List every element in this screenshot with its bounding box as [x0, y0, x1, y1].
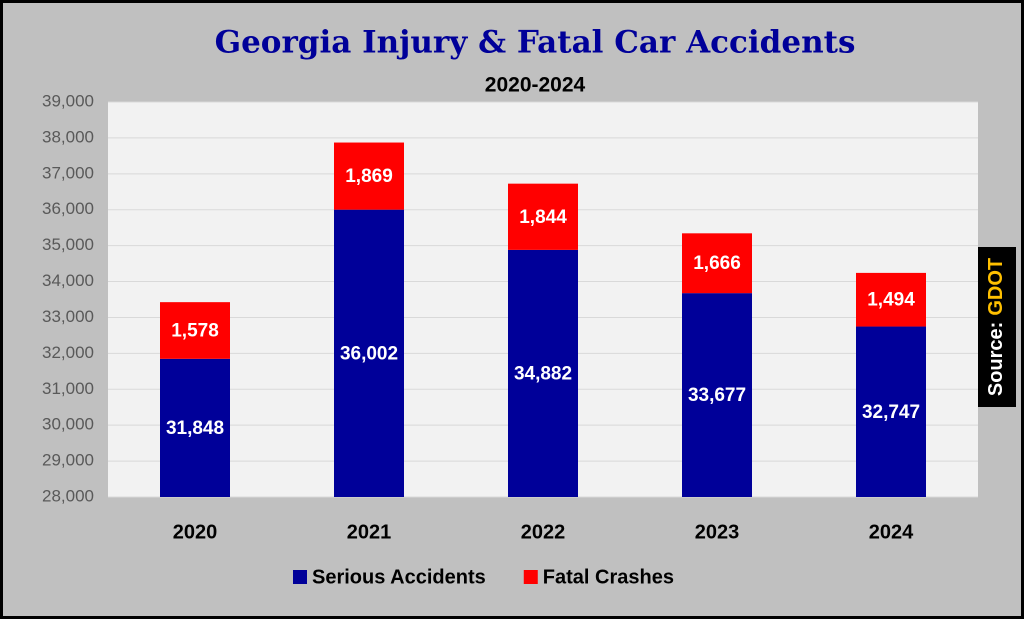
source-label: Source: [985, 322, 1007, 396]
y-tick-label: 36,000 [42, 199, 94, 218]
data-label: 34,882 [514, 363, 572, 384]
chart-subtitle: 2020-2024 [485, 74, 586, 97]
bar-segment [160, 302, 230, 359]
x-tick-label: 2021 [347, 521, 392, 543]
x-tick-label: 2024 [869, 521, 914, 543]
source-box [978, 247, 1016, 407]
bar-segment [334, 209, 404, 497]
bar-segment [508, 183, 578, 250]
source-text: Source: GDOT [985, 258, 1007, 396]
y-tick-label: 37,000 [42, 163, 94, 182]
y-tick-label: 33,000 [42, 307, 94, 326]
legend-swatch [293, 570, 307, 584]
bar-segment [682, 293, 752, 497]
y-tick-label: 35,000 [42, 235, 94, 254]
y-tick-label: 28,000 [42, 486, 94, 505]
data-label: 32,747 [862, 402, 920, 423]
data-label: 1,844 [519, 207, 567, 228]
legend-label: Fatal Crashes [543, 566, 674, 588]
data-label: 36,002 [340, 343, 398, 364]
legend-swatch [523, 570, 538, 584]
bar-segment [856, 326, 926, 497]
bar-segment [160, 358, 230, 497]
y-tick-label: 34,000 [42, 271, 94, 290]
data-label: 1,494 [867, 290, 915, 311]
data-label: 1,869 [345, 166, 393, 187]
y-tick-label: 32,000 [42, 343, 94, 362]
bar-segment [682, 233, 752, 294]
y-tick-label: 30,000 [42, 415, 94, 434]
bar-segment [508, 249, 578, 497]
y-tick-label: 31,000 [42, 379, 94, 398]
y-tick-label: 39,000 [42, 91, 94, 110]
data-label: 1,666 [693, 253, 741, 274]
data-label: 33,677 [688, 385, 746, 406]
x-tick-label: 2023 [695, 521, 740, 543]
chart-title: Georgia Injury & Fatal Car Accidents [215, 25, 856, 61]
legend-label: Serious Accidents [312, 566, 486, 588]
y-tick-label: 29,000 [42, 451, 94, 470]
y-tick-label: 38,000 [42, 127, 94, 146]
source-name: GDOT [985, 258, 1007, 316]
data-label: 31,848 [166, 418, 224, 439]
x-tick-label: 2020 [173, 521, 218, 543]
x-tick-label: 2022 [521, 521, 566, 543]
data-label: 1,578 [171, 321, 219, 342]
bar-segment [856, 272, 926, 327]
bar-segment [334, 142, 404, 210]
